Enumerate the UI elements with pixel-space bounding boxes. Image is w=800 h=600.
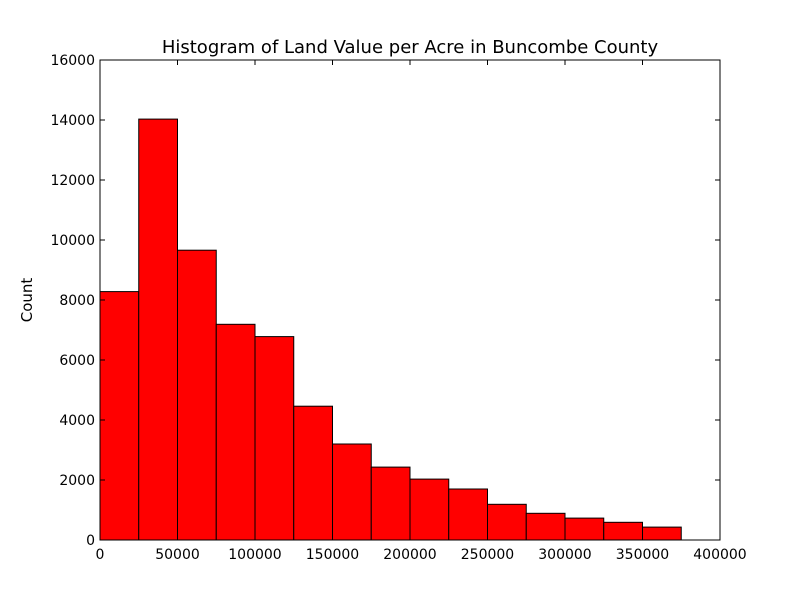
x-tick-label-7: 350000 (616, 547, 669, 563)
histogram-bar-11 (525, 512, 566, 541)
x-tick-label-5: 250000 (461, 547, 514, 563)
y-tick-label-1: 2000 (59, 473, 95, 489)
histogram-bar-8 (409, 478, 450, 541)
histogram-bar-1 (138, 118, 178, 541)
histogram-bar-3 (215, 323, 256, 541)
y-tick-label-3: 6000 (59, 353, 95, 369)
histogram-bar-5 (293, 405, 333, 541)
histogram-bar-12 (564, 517, 605, 541)
x-tick-label-4: 200000 (383, 547, 436, 563)
histogram-bar-9 (448, 488, 488, 541)
x-tick-label-3: 150000 (306, 547, 359, 563)
histogram-bar-13 (603, 521, 643, 541)
x-tick-label-0: 0 (96, 547, 105, 563)
y-tick-label-7: 14000 (50, 113, 95, 129)
plot-frame (99, 59, 721, 541)
bars-group (99, 118, 682, 541)
y-tick-label-5: 10000 (50, 233, 95, 249)
x-tick-label-8: 400000 (693, 547, 746, 563)
y-tick-label-6: 12000 (50, 173, 95, 189)
histogram-bar-4 (254, 336, 295, 541)
histogram-bar-0 (99, 291, 140, 541)
y-tick-label-4: 8000 (59, 293, 95, 309)
y-axis-label: Count (18, 278, 36, 323)
x-tick-label-6: 300000 (538, 547, 591, 563)
x-tick-label-1: 50000 (155, 547, 200, 563)
chart-title: Histogram of Land Value per Acre in Bunc… (162, 37, 659, 58)
y-tick-label-2: 4000 (59, 413, 95, 429)
y-tick-label-8: 16000 (50, 53, 95, 69)
histogram-bar-6 (332, 443, 372, 541)
y-tick-label-0: 0 (86, 533, 95, 549)
histogram-bar-10 (487, 503, 527, 541)
histogram-bar-2 (177, 249, 217, 541)
ticks-group: 0 50000 100000 150000 200000 250000 300000 3500… (50, 53, 746, 563)
histogram-bar-7 (370, 466, 411, 541)
x-tick-label-2: 100000 (228, 547, 281, 563)
histogram-bar-14 (642, 526, 682, 541)
